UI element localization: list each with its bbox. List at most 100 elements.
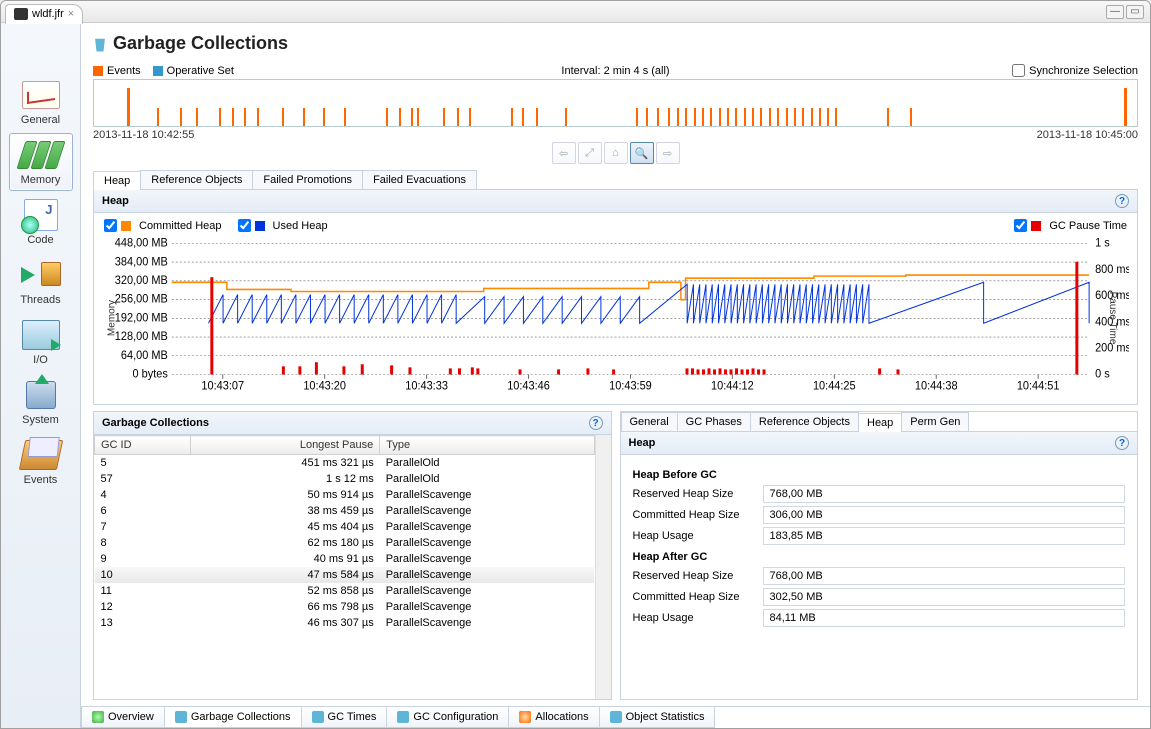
event-tick	[232, 108, 234, 126]
sidebar-item-code[interactable]: Code	[9, 193, 73, 251]
column-header[interactable]: Type	[380, 436, 594, 455]
threads-icon	[21, 260, 61, 290]
editor-tab[interactable]: wldf.jfr ×	[5, 4, 83, 24]
sidebar-item-system[interactable]: System	[9, 373, 73, 431]
nav-zoom-out-button[interactable]: ⤢	[578, 142, 602, 164]
timeline-nav: ⇦ ⤢ ⌂ 🔍 ⇨	[81, 142, 1150, 164]
table-row[interactable]: 1266 ms 798 µsParallelScavenge	[95, 599, 595, 615]
column-header[interactable]: GC ID	[95, 436, 191, 455]
sidebar-item-events[interactable]: Events	[9, 433, 73, 491]
event-tick	[694, 108, 696, 126]
event-tick	[819, 108, 821, 126]
used-label: Used Heap	[273, 220, 328, 232]
kv-key: Heap Usage	[633, 530, 763, 542]
column-header[interactable]: Longest Pause	[190, 436, 380, 455]
table-row[interactable]: 638 ms 459 µsParallelScavenge	[95, 503, 595, 519]
detail-tab-reference-objects[interactable]: Reference Objects	[750, 412, 859, 431]
event-tick	[323, 108, 325, 126]
gc-checkbox[interactable]	[1014, 219, 1027, 232]
svg-text:192,00 MB: 192,00 MB	[115, 312, 168, 324]
table-row[interactable]: 450 ms 914 µsParallelScavenge	[95, 487, 595, 503]
event-tick	[157, 108, 159, 126]
timeline-chart[interactable]	[93, 79, 1138, 127]
timeline-end: 2013-11-18 10:45:00	[1037, 129, 1138, 141]
bottom-tab-overview[interactable]: Overview	[81, 707, 165, 728]
tab-failed-evacuations[interactable]: Failed Evacuations	[362, 170, 477, 189]
detail-tab-heap[interactable]: Heap	[858, 413, 902, 432]
committed-checkbox[interactable]	[104, 219, 117, 232]
table-row[interactable]: 940 ms 91 µsParallelScavenge	[95, 551, 595, 567]
close-tab-icon[interactable]: ×	[68, 8, 74, 20]
tab-label: GC Times	[328, 711, 377, 723]
bottom-tab-gc-times[interactable]: GC Times	[301, 707, 388, 728]
event-tick	[303, 108, 305, 126]
sidebar-label: Events	[24, 474, 58, 486]
nav-prev-button[interactable]: ⇦	[552, 142, 576, 164]
y-right-axis-label: Pause Time	[1107, 292, 1118, 345]
svg-text:10:43:07: 10:43:07	[201, 380, 244, 392]
tab-failed-promotions[interactable]: Failed Promotions	[252, 170, 363, 189]
table-row[interactable]: 745 ms 404 µsParallelScavenge	[95, 519, 595, 535]
event-tick	[180, 108, 182, 126]
kv-key: Committed Heap Size	[633, 509, 763, 521]
event-tick	[282, 108, 284, 126]
sync-label: Synchronize Selection	[1029, 65, 1138, 77]
event-tick	[443, 108, 445, 126]
sync-checkbox[interactable]	[1012, 64, 1025, 77]
event-tick	[1124, 88, 1127, 126]
detail-tab-general[interactable]: General	[621, 412, 678, 431]
help-icon[interactable]: ?	[1115, 436, 1129, 450]
tab-label: Overview	[108, 711, 154, 723]
timeline-start: 2013-11-18 10:42:55	[93, 129, 194, 141]
tab-icon	[610, 711, 622, 723]
table-row[interactable]: 1152 ms 858 µsParallelScavenge	[95, 583, 595, 599]
tab-icon	[312, 711, 324, 723]
sidebar-label: General	[21, 114, 60, 126]
event-tick	[827, 108, 829, 126]
nav-zoom-fit-button[interactable]: ⌂	[604, 142, 628, 164]
help-icon[interactable]: ?	[1115, 194, 1129, 208]
gc-table[interactable]: GC IDLongest PauseType 5451 ms 321 µsPar…	[94, 435, 595, 631]
trash-icon	[93, 36, 107, 52]
sidebar-item-general[interactable]: General	[9, 73, 73, 131]
table-row[interactable]: 5451 ms 321 µsParallelOld	[95, 455, 595, 472]
after-gc-title: Heap After GC	[633, 551, 1126, 563]
detail-tab-gc-phases[interactable]: GC Phases	[677, 412, 751, 431]
event-tick	[668, 108, 670, 126]
nav-next-button[interactable]: ⇨	[656, 142, 680, 164]
event-tick	[677, 108, 679, 126]
used-checkbox[interactable]	[238, 219, 251, 232]
sidebar-item-threads[interactable]: Threads	[9, 253, 73, 311]
event-tick	[657, 108, 659, 126]
sidebar-item-io[interactable]: I/O	[9, 313, 73, 371]
table-row[interactable]: 862 ms 180 µsParallelScavenge	[95, 535, 595, 551]
gc-label: GC Pause Time	[1049, 220, 1127, 232]
svg-text:1 s: 1 s	[1095, 238, 1110, 250]
tab-label: Garbage Collections	[191, 711, 291, 723]
table-row[interactable]: 1346 ms 307 µsParallelScavenge	[95, 615, 595, 631]
table-row[interactable]: 571 s 12 msParallelOld	[95, 471, 595, 487]
heap-chart[interactable]: Memory Pause Time 448,00 MB384,00 MB320,…	[102, 238, 1129, 398]
table-row[interactable]: 1047 ms 584 µsParallelScavenge	[95, 567, 595, 583]
bottom-tab-garbage-collections[interactable]: Garbage Collections	[164, 707, 302, 728]
event-tick	[685, 108, 687, 126]
event-tick	[786, 108, 788, 126]
scrollbar[interactable]	[595, 435, 611, 699]
svg-text:128,00 MB: 128,00 MB	[115, 331, 168, 343]
event-tick	[769, 108, 771, 126]
detail-tab-perm-gen[interactable]: Perm Gen	[901, 412, 969, 431]
bottom-tab-gc-configuration[interactable]: GC Configuration	[386, 707, 509, 728]
bottom-tab-allocations[interactable]: Allocations	[508, 707, 599, 728]
tab-reference-objects[interactable]: Reference Objects	[140, 170, 253, 189]
sidebar-item-memory[interactable]: Memory	[9, 133, 73, 191]
bottom-tab-object-statistics[interactable]: Object Statistics	[599, 707, 716, 728]
kv-key: Committed Heap Size	[633, 591, 763, 603]
legend-events: Events	[93, 65, 141, 77]
event-tick	[719, 108, 721, 126]
memory-icon	[16, 141, 65, 169]
help-icon[interactable]: ?	[589, 416, 603, 430]
tab-heap[interactable]: Heap	[93, 171, 141, 190]
maximize-button[interactable]: ▭	[1126, 5, 1144, 19]
nav-zoom-in-button[interactable]: 🔍	[630, 142, 654, 164]
minimize-button[interactable]: —	[1106, 5, 1124, 19]
